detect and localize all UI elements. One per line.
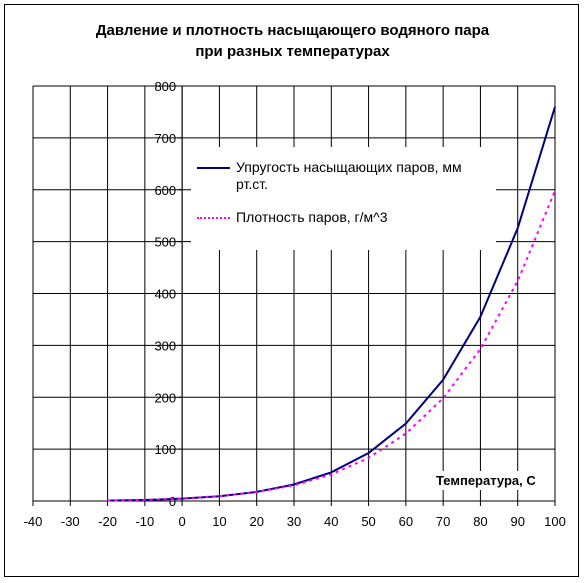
x-tick-label: -10 xyxy=(135,514,154,529)
x-tick-label: 30 xyxy=(287,514,301,529)
y-tick-label: 300 xyxy=(154,338,176,353)
tick-labels: -40 -30 -20 -10 0 10 20 30 40 50 60 70 80 90 100 0 100 20… xyxy=(24,79,566,529)
legend-label-density: Плотность паров, г/м^3 xyxy=(236,209,388,225)
chart-title-line-2: при разных температурах xyxy=(195,43,390,60)
legend-label-pressure: Упругость насыщающих паров, мм рт.ст. xyxy=(236,159,462,192)
y-tick-label: 0 xyxy=(169,494,176,509)
y-tick-label: 500 xyxy=(154,235,176,250)
chart-title-line-1: Давление и плотность насыщающего водяног… xyxy=(95,22,490,39)
x-tick-label: 90 xyxy=(510,514,524,529)
x-tick-label: 20 xyxy=(249,514,263,529)
x-tick-label: 70 xyxy=(436,514,450,529)
series-line-pressure xyxy=(107,106,556,502)
y-tick-label: 100 xyxy=(154,442,176,457)
chart-title: Давление и плотность насыщающего водяног… xyxy=(0,20,585,62)
x-tick-label: -20 xyxy=(98,514,117,529)
x-tick-label: -40 xyxy=(24,514,43,529)
x-tick-label: 60 xyxy=(399,514,413,529)
y-tick-label: 400 xyxy=(154,287,176,302)
y-tick-label: 700 xyxy=(154,131,176,146)
legend-swatch-pressure xyxy=(197,167,230,169)
y-tick-label: 800 xyxy=(154,79,176,94)
legend-swatch-density xyxy=(197,217,230,219)
series-line-density xyxy=(107,190,556,502)
x-tick-label: 0 xyxy=(179,514,186,529)
x-tick-label: 50 xyxy=(361,514,375,529)
legend: Упругость насыщающих паров, мм рт.ст. Пл… xyxy=(191,147,496,250)
x-tick-label: 10 xyxy=(212,514,226,529)
series-lines xyxy=(107,106,556,502)
x-tick-label: 100 xyxy=(544,514,566,529)
x-tick-label: 40 xyxy=(324,514,338,529)
y-tick-label: 600 xyxy=(154,183,176,198)
x-tick-label: 80 xyxy=(473,514,487,529)
y-tick-label: 200 xyxy=(154,390,176,405)
x-tick-label: -30 xyxy=(61,514,80,529)
x-axis-label: Температура, С xyxy=(432,471,540,490)
